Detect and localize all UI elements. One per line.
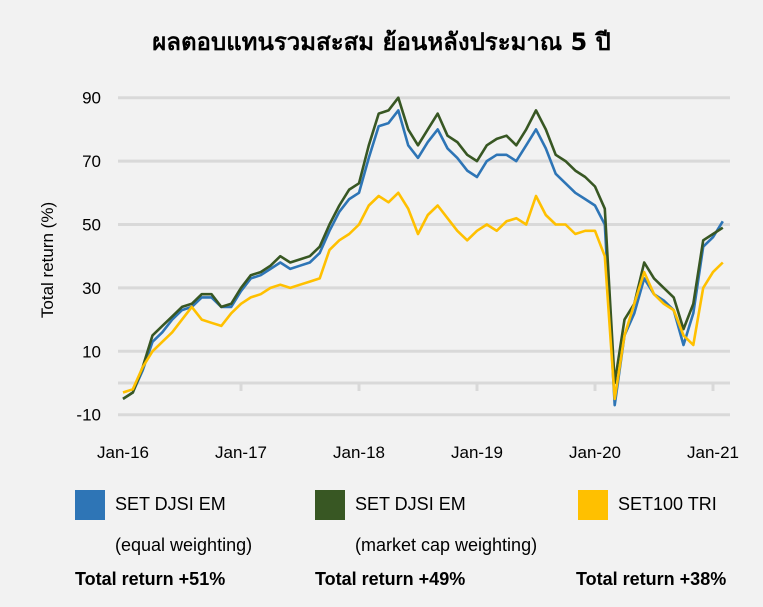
- x-tick-label: Jan-16: [97, 443, 149, 462]
- series-line-2: [122, 96, 724, 400]
- legend-label-marketcap: SET DJSI EM: [355, 494, 466, 514]
- y-tick-label: 50: [82, 216, 101, 235]
- legend-label-equal: SET DJSI EM: [115, 494, 226, 514]
- legend-swatch-set100: [578, 490, 608, 520]
- series-line-3: [122, 191, 724, 401]
- legend-swatch-equal: [75, 490, 105, 520]
- x-tick-label: Jan-21: [687, 443, 739, 462]
- x-tick-label: Jan-20: [569, 443, 621, 462]
- legend-sublabel-marketcap: (market cap weighting): [355, 535, 538, 555]
- y-tick-label: 10: [82, 342, 101, 361]
- total-return-set100: Total return +38%: [576, 569, 727, 589]
- y-tick-label: 70: [82, 152, 101, 171]
- y-tick-label: -10: [76, 406, 101, 425]
- y-tick-label: 90: [82, 89, 101, 108]
- y-tick-label: 30: [82, 279, 101, 298]
- chart-title: ผลตอบแทนรวมสะสม ย้อนหลังประมาณ 5 ปี: [152, 28, 611, 56]
- series-line-1: [122, 109, 724, 407]
- legend-label-set100: SET100 TRI: [618, 494, 717, 514]
- total-return-equal: Total return +51%: [75, 569, 226, 589]
- total-return-marketcap: Total return +49%: [315, 569, 466, 589]
- x-tick-label: Jan-19: [451, 443, 503, 462]
- x-tick-label: Jan-17: [215, 443, 267, 462]
- legend-sublabel-equal: (equal weighting): [115, 535, 253, 555]
- x-tick-label: Jan-18: [333, 443, 385, 462]
- legend-swatch-marketcap: [315, 490, 345, 520]
- y-axis-label: Total return (%): [38, 202, 57, 318]
